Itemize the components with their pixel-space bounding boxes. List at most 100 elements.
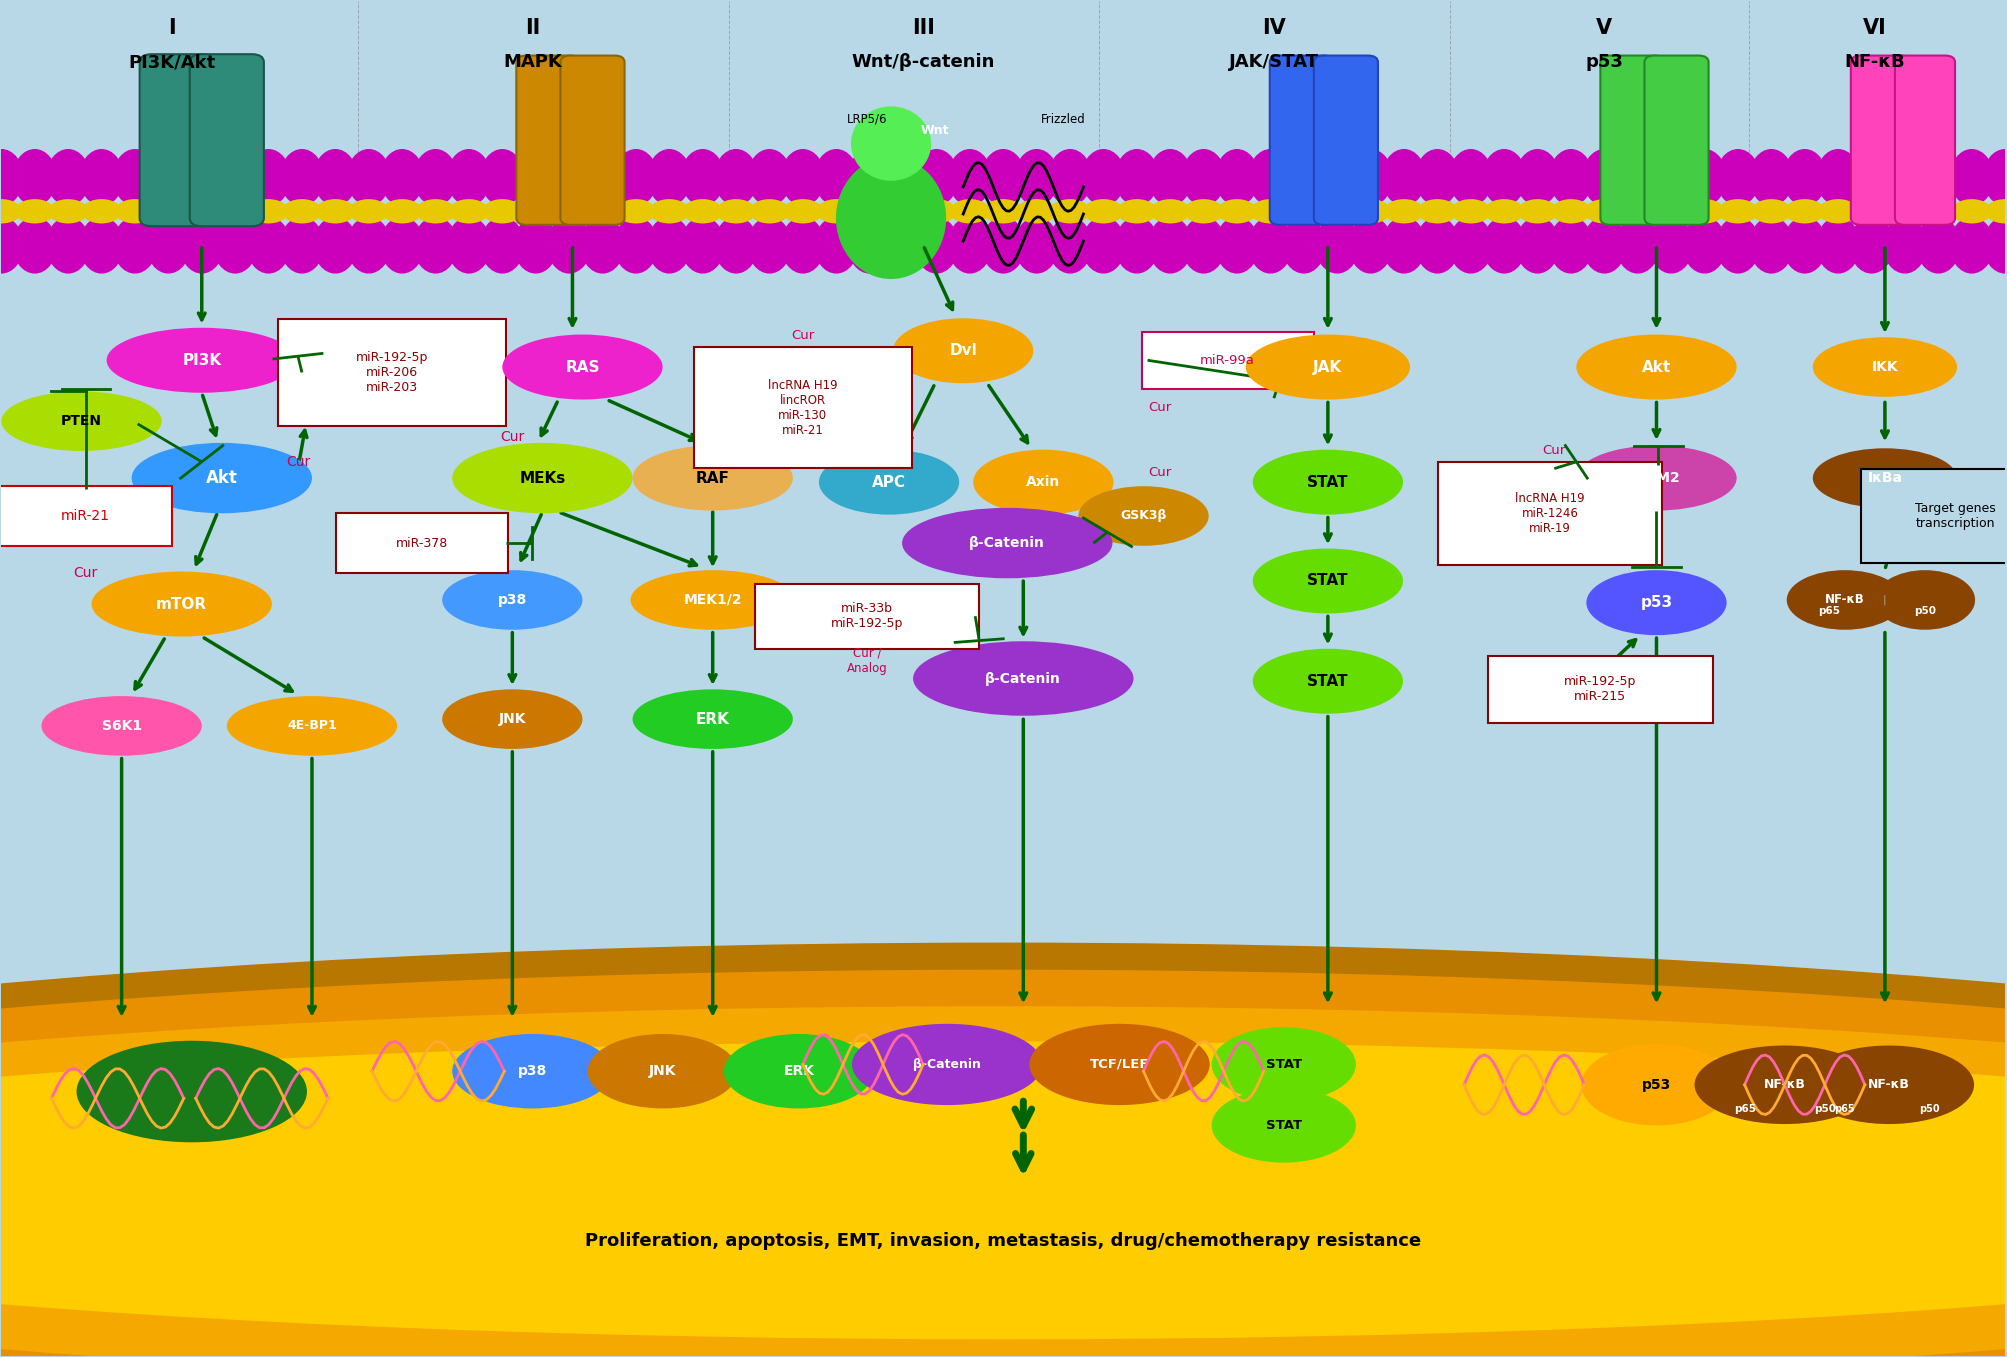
Ellipse shape <box>1812 448 1957 508</box>
Text: MEKs: MEKs <box>520 471 566 486</box>
Ellipse shape <box>1415 149 1459 206</box>
Ellipse shape <box>482 199 522 224</box>
Ellipse shape <box>1951 199 1991 224</box>
Ellipse shape <box>1214 217 1258 274</box>
Text: mTOR: mTOR <box>157 597 207 612</box>
Ellipse shape <box>1786 570 1903 630</box>
Ellipse shape <box>14 199 54 224</box>
Ellipse shape <box>1048 149 1092 206</box>
Ellipse shape <box>1084 199 1124 224</box>
Ellipse shape <box>452 1034 612 1109</box>
Ellipse shape <box>1381 149 1425 206</box>
FancyBboxPatch shape <box>1895 56 1955 225</box>
Ellipse shape <box>1014 149 1058 206</box>
Text: p50: p50 <box>1919 1105 1939 1114</box>
Ellipse shape <box>1648 149 1692 206</box>
Ellipse shape <box>1050 199 1090 224</box>
Ellipse shape <box>480 149 524 206</box>
Ellipse shape <box>1814 149 1858 206</box>
FancyBboxPatch shape <box>692 347 911 468</box>
Text: MAPK: MAPK <box>504 53 562 72</box>
Text: miR-33b
miR-192-5p: miR-33b miR-192-5p <box>831 603 903 630</box>
Ellipse shape <box>849 199 889 224</box>
Text: Cur: Cur <box>500 430 524 445</box>
Ellipse shape <box>580 149 624 206</box>
Ellipse shape <box>1250 199 1291 224</box>
Ellipse shape <box>279 149 323 206</box>
Text: lncRNA H19
lincROR
miR-130
miR-21: lncRNA H19 lincROR miR-130 miR-21 <box>769 379 837 437</box>
Ellipse shape <box>1718 199 1758 224</box>
Text: JAK: JAK <box>1313 360 1343 375</box>
Ellipse shape <box>1582 149 1626 206</box>
Text: II: II <box>524 19 540 38</box>
Ellipse shape <box>1547 149 1592 206</box>
Ellipse shape <box>0 943 2007 1357</box>
Ellipse shape <box>1694 1045 1875 1124</box>
Ellipse shape <box>1447 149 1491 206</box>
Ellipse shape <box>12 217 56 274</box>
Ellipse shape <box>0 1041 2007 1339</box>
Text: PI3K: PI3K <box>183 353 221 368</box>
Ellipse shape <box>893 319 1034 383</box>
Ellipse shape <box>1210 1088 1355 1163</box>
Ellipse shape <box>851 1023 1042 1105</box>
Ellipse shape <box>1210 1027 1355 1102</box>
Ellipse shape <box>781 217 825 274</box>
Ellipse shape <box>1949 149 1993 206</box>
Text: Cur: Cur <box>74 566 98 579</box>
Text: β-Catenin: β-Catenin <box>913 1058 981 1071</box>
Ellipse shape <box>614 217 658 274</box>
Ellipse shape <box>648 199 688 224</box>
FancyBboxPatch shape <box>560 56 624 225</box>
Ellipse shape <box>1575 335 1736 399</box>
Text: p50: p50 <box>1913 605 1935 616</box>
Ellipse shape <box>630 570 795 630</box>
Ellipse shape <box>1016 199 1056 224</box>
Ellipse shape <box>82 199 122 224</box>
Ellipse shape <box>981 217 1026 274</box>
Text: p65: p65 <box>1816 605 1838 616</box>
Ellipse shape <box>582 199 622 224</box>
Ellipse shape <box>1549 199 1590 224</box>
Text: β-Catenin: β-Catenin <box>985 672 1062 685</box>
Ellipse shape <box>580 217 624 274</box>
Ellipse shape <box>1381 217 1425 274</box>
Text: p65: p65 <box>1834 1105 1854 1114</box>
FancyBboxPatch shape <box>140 54 213 227</box>
Ellipse shape <box>1782 149 1826 206</box>
Text: Wnt/β-catenin: Wnt/β-catenin <box>851 53 993 72</box>
Text: MDM2: MDM2 <box>1632 471 1680 484</box>
Ellipse shape <box>749 199 789 224</box>
Ellipse shape <box>281 199 321 224</box>
Text: Proliferation, apoptosis, EMT, invasion, metastasis, drug/chemotherapy resistanc: Proliferation, apoptosis, EMT, invasion,… <box>584 1232 1421 1250</box>
Text: Akt: Akt <box>207 470 237 487</box>
Text: APC: APC <box>871 475 905 490</box>
Ellipse shape <box>1584 199 1624 224</box>
Ellipse shape <box>983 199 1024 224</box>
Text: GSK3β: GSK3β <box>1120 509 1166 522</box>
Ellipse shape <box>1648 217 1692 274</box>
Ellipse shape <box>1114 149 1158 206</box>
FancyBboxPatch shape <box>1313 56 1377 225</box>
Ellipse shape <box>1280 149 1325 206</box>
Ellipse shape <box>881 217 925 274</box>
Ellipse shape <box>1748 217 1792 274</box>
Ellipse shape <box>2 391 163 451</box>
Text: S6K1: S6K1 <box>102 719 142 733</box>
Ellipse shape <box>1116 199 1156 224</box>
Ellipse shape <box>1917 199 1957 224</box>
Ellipse shape <box>46 149 90 206</box>
FancyBboxPatch shape <box>1140 332 1313 388</box>
Ellipse shape <box>747 149 791 206</box>
Text: VI: VI <box>1862 19 1887 38</box>
Ellipse shape <box>80 149 124 206</box>
Ellipse shape <box>1515 217 1559 274</box>
Text: TCF/LEF: TCF/LEF <box>1090 1058 1148 1071</box>
Text: |: | <box>1883 594 1887 605</box>
Ellipse shape <box>949 199 989 224</box>
Text: MEK1/2: MEK1/2 <box>682 593 743 607</box>
Ellipse shape <box>442 570 582 630</box>
Ellipse shape <box>1850 199 1891 224</box>
Ellipse shape <box>215 199 255 224</box>
Ellipse shape <box>247 149 291 206</box>
